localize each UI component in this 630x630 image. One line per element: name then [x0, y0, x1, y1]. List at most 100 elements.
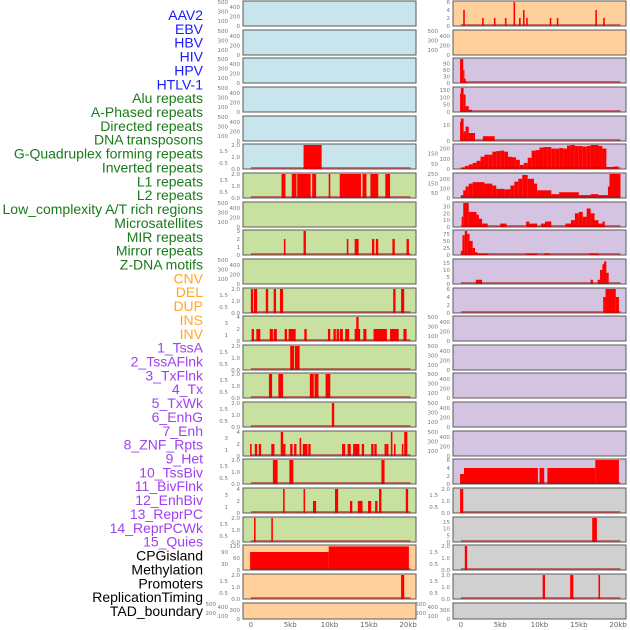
- panel-background: [242, 143, 417, 170]
- track-label: Inverted repeats: [102, 159, 203, 175]
- bar: [597, 279, 601, 284]
- y-tick-label: 500: [218, 29, 229, 35]
- bar: [463, 131, 466, 141]
- y-tick-label: 0.0: [441, 511, 450, 517]
- track-label: Mirror repeats: [116, 243, 203, 259]
- bar: [273, 329, 277, 341]
- bar: [535, 150, 540, 169]
- track-label: Alu repeats: [132, 90, 203, 106]
- bar: [570, 220, 575, 227]
- panel-background: [242, 115, 417, 142]
- y-tick-label: 1: [225, 333, 229, 339]
- track-label: CNV: [173, 270, 203, 286]
- bar: [271, 518, 273, 542]
- bar: [460, 118, 464, 141]
- bar: [594, 145, 599, 169]
- x-tick-label: 20kb: [609, 621, 627, 629]
- y-tick-label: 400: [440, 435, 451, 441]
- bar: [527, 178, 534, 198]
- bar: [463, 190, 466, 198]
- bar: [460, 59, 464, 83]
- bar: [299, 438, 302, 456]
- bar: [574, 146, 579, 169]
- track-label: 2_TssAFlnk: [131, 354, 204, 370]
- bar: [333, 329, 336, 341]
- y-tick-label: 0: [237, 568, 241, 574]
- bar: [303, 231, 306, 255]
- panel-background: [452, 86, 627, 113]
- bar: [381, 460, 385, 484]
- bar: [526, 221, 530, 227]
- panel-background: [452, 544, 627, 571]
- y-tick-label: 4: [447, 295, 451, 301]
- panel-background: [452, 487, 627, 514]
- track-label: 6_EnhG: [152, 409, 203, 425]
- bar: [547, 468, 596, 484]
- y-tick-label: 0.0: [441, 597, 450, 603]
- bar: [460, 489, 464, 513]
- y-tick-label: 1.5: [429, 493, 438, 499]
- bar: [403, 329, 407, 341]
- bar: [539, 468, 545, 484]
- y-tick-label: 0.5: [219, 390, 228, 396]
- y-tick-label: 10: [443, 268, 450, 274]
- track-label: G-Quadruplex forming repeats: [14, 146, 203, 162]
- y-tick-label: 100: [428, 48, 439, 54]
- bar: [406, 239, 409, 255]
- bar: [393, 444, 396, 456]
- y-tick-label: 0: [447, 339, 451, 345]
- track-panel: 0 1 2 3 4: [225, 315, 417, 345]
- bar: [607, 186, 610, 198]
- y-tick-label: 50: [431, 191, 438, 197]
- bar: [510, 185, 515, 198]
- track-label: TAD_boundary: [110, 603, 203, 619]
- y-tick-label: 100: [218, 134, 229, 140]
- y-tick-label: 500: [428, 372, 439, 378]
- bar: [493, 18, 496, 26]
- y-tick-label: 200: [230, 100, 241, 106]
- panel-background: [242, 86, 417, 113]
- y-tick-label: 0.5: [219, 476, 228, 482]
- y-tick-label: 1.0: [231, 299, 240, 305]
- y-tick-label: 300: [218, 10, 229, 16]
- bar: [526, 18, 528, 26]
- y-tick-label: 2: [447, 474, 451, 480]
- y-tick-label: 1.0: [441, 585, 450, 591]
- bar: [519, 164, 524, 169]
- bar: [598, 146, 603, 169]
- y-tick-label: 150: [428, 182, 439, 188]
- y-tick-label: 6: [447, 0, 451, 6]
- y-tick-label: 1.0: [231, 585, 240, 591]
- bar: [357, 501, 363, 513]
- bar: [284, 329, 288, 341]
- bar: [354, 239, 359, 255]
- y-tick-label: 2: [237, 327, 241, 333]
- bar: [375, 239, 379, 255]
- track-label: 14_ReprPCWk: [110, 520, 204, 536]
- bar: [356, 317, 359, 341]
- y-tick-label: 400: [218, 605, 229, 611]
- y-tick-label: 0: [447, 482, 451, 488]
- track-label: 8_ZNF_Rpts: [124, 437, 203, 453]
- y-tick-label: 2.0: [441, 544, 450, 550]
- y-tick-label: 200: [440, 177, 451, 183]
- bar: [598, 575, 601, 599]
- bar: [465, 186, 469, 198]
- y-tick-label: 50: [431, 162, 438, 168]
- y-tick-label: 1.0: [231, 155, 240, 161]
- bar: [401, 289, 405, 313]
- bar: [283, 239, 286, 255]
- track-panel: 0 2 4 6: [447, 0, 627, 30]
- bar: [347, 444, 351, 456]
- bar: [468, 133, 476, 141]
- y-tick-label: 200: [230, 71, 241, 77]
- bar: [468, 211, 477, 227]
- y-tick-label: 200: [440, 147, 451, 153]
- bar: [288, 329, 296, 341]
- bar: [327, 329, 331, 341]
- track-panel: 0.00.51.01.52.0: [219, 287, 417, 317]
- bar: [460, 88, 464, 112]
- bar: [545, 221, 552, 227]
